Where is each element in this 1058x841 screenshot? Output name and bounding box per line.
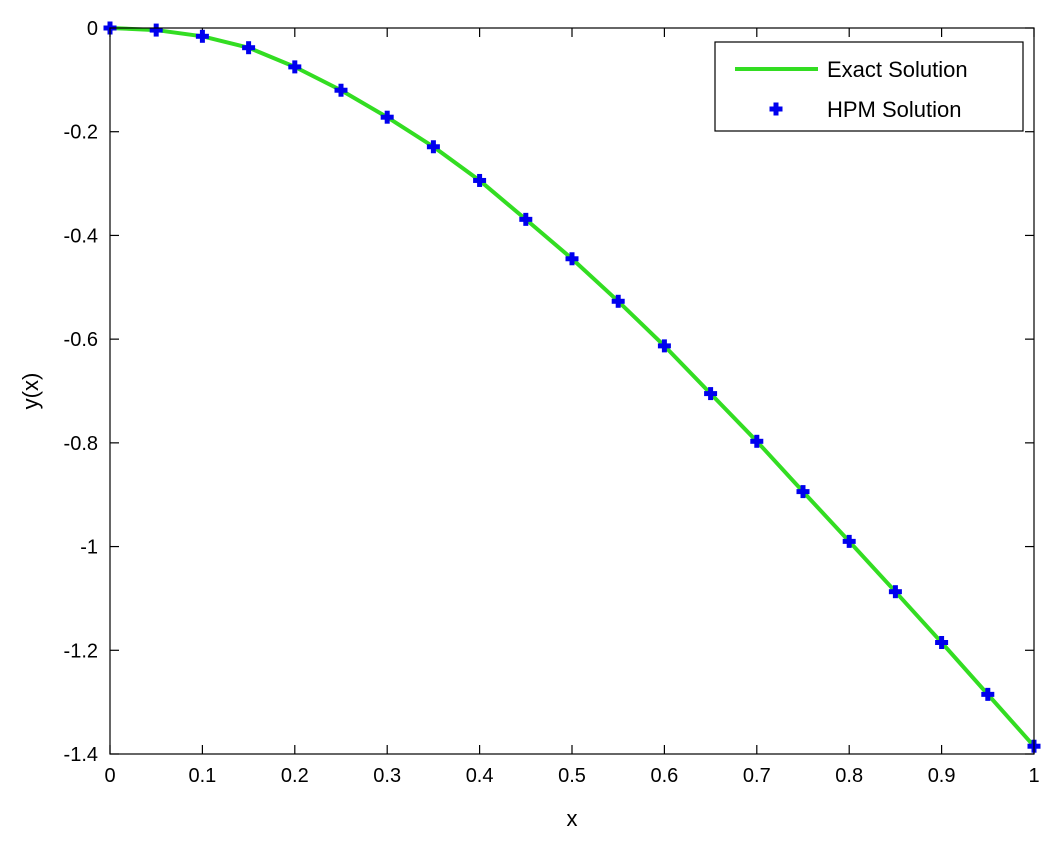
x-tick-label: 0.9 [928,765,956,787]
y-tick-label: -0.2 [64,122,98,144]
legend-marker-plus [769,102,783,116]
x-tick-label: 0.8 [835,765,863,787]
legend-label-exact-solution: Exact Solution [827,57,968,82]
data-point-hpm-solution [842,534,856,548]
data-point-hpm-solution [519,212,533,226]
data-point-hpm-solution [565,252,579,266]
y-tick-label: 0 [87,18,98,40]
x-tick-label: 0.7 [743,765,771,787]
data-point-hpm-solution [426,140,440,154]
y-tick-label: -0.6 [64,329,98,351]
x-tick-label: 0.6 [650,765,678,787]
x-tick-label: 0 [104,765,115,787]
data-point-hpm-solution [195,29,209,43]
x-tick-label: 0.1 [188,765,216,787]
y-tick-label: -1.4 [64,744,98,766]
x-axis-ticks: 0 0.1 0.2 0.3 0.4 0.5 0.6 0.7 0.8 0.9 1 [104,28,1040,787]
y-tick-label: -1.2 [64,640,98,662]
legend-box [714,41,1024,132]
data-point-hpm-solution [888,585,902,599]
legend-label-hpm-solution: HPM Solution [827,97,962,122]
legend: Exact Solution HPM Solution [714,41,1024,132]
data-point-hpm-solution [750,434,764,448]
axes-box [109,27,1035,755]
x-tick-label: 0.3 [373,765,401,787]
data-point-hpm-solution [334,83,348,97]
x-tick-label: 0.5 [558,765,586,787]
data-point-hpm-solution [704,387,718,401]
data-point-hpm-solution [981,687,995,701]
data-point-hpm-solution [473,173,487,187]
y-tick-label: -1 [80,537,98,559]
data-point-hpm-solution [611,294,625,308]
x-axis-label: x [567,806,578,831]
data-point-hpm-solution [149,23,163,37]
y-tick-label: -0.4 [64,225,98,247]
legend-marker-hpm-solution [769,102,783,116]
data-point-hpm-solution [657,339,671,353]
y-axis-ticks: 0 -0.2 -0.4 -0.6 -0.8 -1 -1.2 -1.4 [64,18,1034,766]
y-tick-label: -0.8 [64,433,98,455]
data-point-hpm-solution [242,41,256,55]
plot-area [110,28,1034,754]
x-tick-label: 0.4 [466,765,494,787]
x-tick-label: 0.2 [281,765,309,787]
data-point-hpm-solution [288,60,302,74]
data-point-hpm-solution [796,485,810,499]
x-tick-label: 1 [1028,765,1039,787]
data-point-hpm-solution [380,110,394,124]
y-axis-label: y(x) [18,373,43,410]
data-point-hpm-solution [935,636,949,650]
